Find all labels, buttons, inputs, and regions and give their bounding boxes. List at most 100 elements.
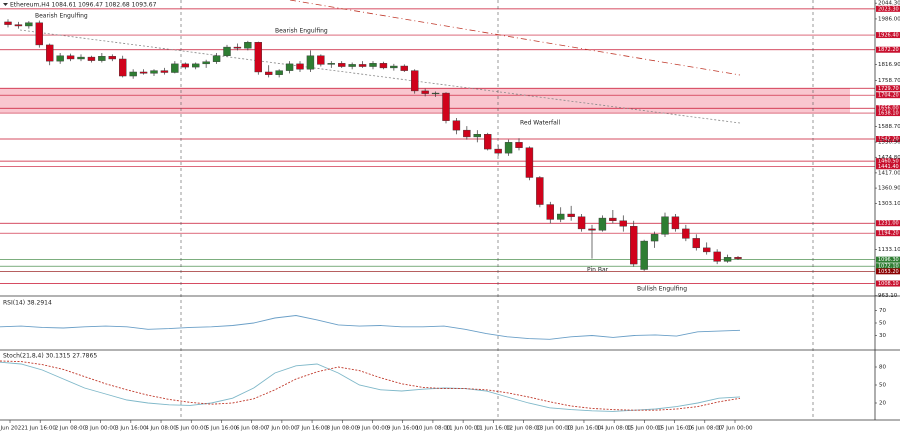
annotation: Pin Bar bbox=[587, 267, 609, 274]
candle-body bbox=[400, 65, 408, 71]
y-tick-label: 1360.90 bbox=[878, 186, 900, 192]
candle-body bbox=[338, 63, 346, 67]
candle-body bbox=[275, 70, 283, 75]
x-tick-label: 13 Jun 00:00 bbox=[536, 426, 571, 432]
x-tick-label: 12 Jun 08:00 bbox=[506, 426, 541, 432]
candle-body bbox=[265, 71, 273, 75]
candle-body bbox=[567, 213, 575, 217]
candle-body bbox=[494, 148, 502, 154]
candle-body bbox=[223, 46, 231, 56]
candle-body bbox=[87, 56, 96, 61]
y-tick-label: 1758.70 bbox=[878, 78, 900, 84]
trend-line bbox=[289, 0, 741, 76]
level-label-box bbox=[876, 158, 900, 165]
candle-body bbox=[327, 63, 335, 65]
candle-body bbox=[671, 216, 680, 230]
candle-body bbox=[129, 71, 137, 77]
candle-body bbox=[442, 92, 450, 121]
level-label-box bbox=[876, 163, 900, 170]
y-tick-label: 80 bbox=[879, 365, 886, 371]
y-tick-label: 1133.10 bbox=[878, 247, 900, 253]
indicator-line bbox=[0, 361, 741, 412]
candle-body bbox=[348, 64, 356, 67]
level-label-box bbox=[876, 92, 900, 99]
candle-body bbox=[431, 92, 440, 95]
annotation: Bullish Engulfing bbox=[637, 286, 687, 293]
level-label: 1008.10 bbox=[878, 281, 899, 287]
y-tick-label: 50 bbox=[879, 383, 886, 389]
annotation: Red Waterfall bbox=[520, 120, 560, 127]
candle-body bbox=[296, 63, 304, 70]
level-label: 1441.40 bbox=[878, 164, 899, 170]
candle-body bbox=[119, 58, 127, 77]
candle-body bbox=[504, 142, 513, 154]
x-tick-label: 11 Jun 00:00 bbox=[446, 426, 481, 432]
level-label: 1704.20 bbox=[878, 93, 899, 99]
x-tick-label: 1 Jun 2022 bbox=[0, 426, 25, 432]
candle-body bbox=[25, 22, 33, 27]
candle-body bbox=[598, 217, 607, 231]
candle-body bbox=[150, 70, 158, 74]
candle-body bbox=[379, 63, 388, 69]
x-tick-label: 16 Jun 08:00 bbox=[687, 426, 722, 432]
level-label-box bbox=[876, 230, 900, 237]
candle-body bbox=[4, 21, 12, 25]
candle-body bbox=[525, 147, 534, 178]
x-tick-label: 5 Jun 00:00 bbox=[176, 426, 208, 432]
level-label: 2023.30 bbox=[878, 6, 899, 12]
x-tick-label: 14 Jun 08:00 bbox=[597, 426, 632, 432]
x-tick-label: 1 Jun 16:00 bbox=[24, 426, 56, 432]
y-tick-label: 963.10 bbox=[878, 293, 898, 299]
y-tick-label: 1474.80 bbox=[878, 155, 900, 161]
x-tick-label: 7 Jun 00:00 bbox=[266, 426, 298, 432]
level-label: 1231.00 bbox=[878, 221, 899, 227]
level-label: 1460.50 bbox=[878, 159, 899, 165]
candle-body bbox=[306, 55, 315, 70]
candle-body bbox=[640, 240, 648, 270]
candle-body bbox=[254, 42, 262, 73]
candle-body bbox=[56, 55, 64, 62]
annotation: Bearish Engulfing bbox=[275, 28, 328, 35]
x-tick-label: 3 Jun 16:00 bbox=[115, 426, 147, 432]
x-tick-label: 10 Jun 08:00 bbox=[415, 426, 450, 432]
candle-body bbox=[192, 63, 200, 68]
candle-body bbox=[734, 257, 742, 259]
candle-body bbox=[358, 64, 367, 67]
candle-body bbox=[411, 70, 419, 92]
x-tick-label: 15 Jun 00:00 bbox=[627, 426, 662, 432]
level-label: 1194.20 bbox=[878, 231, 899, 237]
candle-body bbox=[692, 238, 700, 249]
level-label-box bbox=[876, 256, 900, 263]
candle-body bbox=[233, 46, 242, 49]
candle-body bbox=[46, 44, 54, 62]
candle-body bbox=[515, 142, 523, 148]
candle-body bbox=[463, 129, 471, 138]
candle-body bbox=[703, 247, 711, 253]
y-tick-label: 1588.70 bbox=[878, 124, 900, 130]
y-tick-label: 1986.00 bbox=[878, 16, 900, 22]
x-tick-label: 4 Jun 08:00 bbox=[145, 426, 177, 432]
candle-body bbox=[202, 61, 210, 65]
x-tick-label: 2 Jun 08:00 bbox=[55, 426, 87, 432]
level-label: 1096.30 bbox=[878, 257, 899, 263]
x-tick-label: 6 Jun 08:00 bbox=[236, 426, 268, 432]
level-label-box bbox=[876, 32, 900, 39]
level-label-box bbox=[876, 110, 900, 117]
level-label-box bbox=[876, 85, 900, 92]
y-tick-label: 2044.30 bbox=[878, 1, 900, 7]
candle-body bbox=[473, 134, 481, 138]
candle-body bbox=[14, 24, 23, 27]
candle-body bbox=[630, 225, 638, 265]
candle-body bbox=[66, 55, 75, 60]
x-tick-label: 9 Jun 00:00 bbox=[357, 426, 389, 432]
candle-body bbox=[723, 257, 732, 262]
level-label-box bbox=[876, 280, 900, 287]
annotation: Bearish Engulfing bbox=[35, 13, 88, 20]
y-tick-label: 70 bbox=[879, 308, 886, 314]
level-label: 1872.20 bbox=[878, 47, 899, 53]
level-label: 1926.40 bbox=[878, 33, 899, 39]
candle-body bbox=[609, 217, 617, 221]
